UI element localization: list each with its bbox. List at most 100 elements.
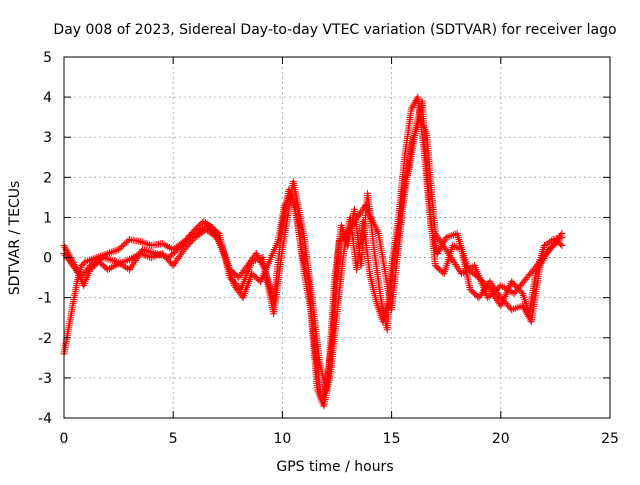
data-point — [513, 304, 521, 312]
data-point — [122, 238, 130, 246]
x-tick-label: 10 — [273, 431, 291, 447]
data-point — [440, 242, 448, 250]
data-point — [127, 264, 135, 272]
data-point — [104, 250, 112, 258]
y-tick-label: 5 — [43, 50, 52, 66]
data-point — [492, 295, 500, 303]
x-tick-label: 25 — [601, 431, 619, 447]
data-point — [131, 256, 139, 264]
data-point — [349, 220, 357, 228]
x-tick-label: 15 — [383, 431, 401, 447]
data-point — [172, 258, 180, 266]
data-point — [158, 240, 166, 248]
data-point — [434, 248, 442, 256]
data-point — [448, 255, 456, 263]
y-tick-label: 1 — [43, 210, 52, 226]
data-point — [84, 257, 92, 265]
data-point — [355, 211, 363, 219]
data-point — [522, 307, 530, 315]
data-point — [508, 306, 516, 314]
series-track-b — [60, 97, 566, 410]
data-point — [523, 309, 531, 317]
data-point — [170, 260, 178, 268]
data-point — [106, 249, 113, 257]
data-point — [557, 231, 565, 239]
data-point — [255, 255, 263, 263]
data-point — [348, 221, 356, 229]
data-point — [128, 262, 136, 270]
data-point — [104, 266, 112, 274]
data-point — [107, 256, 115, 264]
data-point — [134, 253, 142, 261]
data-point — [147, 254, 155, 262]
x-axis-label: GPS time / hours — [276, 459, 393, 475]
data-point — [133, 255, 141, 263]
data-point — [442, 246, 450, 254]
data-point — [354, 212, 362, 220]
data-point — [443, 248, 451, 256]
plot-frame — [63, 56, 611, 419]
data-point — [253, 256, 261, 264]
grid-lines — [64, 57, 610, 418]
data-point — [450, 259, 458, 267]
data-points — [60, 93, 566, 410]
data-point — [436, 237, 444, 245]
data-point — [136, 238, 144, 246]
data-point — [519, 302, 527, 310]
data-point — [511, 304, 519, 312]
data-point — [434, 233, 442, 241]
data-point — [454, 264, 462, 272]
data-point — [118, 243, 126, 251]
data-point — [175, 253, 183, 261]
x-tick-label: 5 — [169, 431, 178, 447]
data-point — [121, 240, 129, 248]
data-point — [438, 240, 446, 248]
data-point — [517, 288, 525, 296]
data-point — [122, 257, 130, 265]
y-tick-label: -3 — [38, 371, 52, 387]
data-point — [452, 260, 460, 268]
data-point — [119, 241, 127, 249]
data-point — [109, 263, 117, 271]
data-point — [447, 253, 455, 261]
data-point — [432, 231, 440, 239]
chart-title: Day 008 of 2023, Sidereal Day-to-day VTE… — [53, 22, 616, 38]
data-point — [124, 256, 132, 264]
data-point — [115, 246, 123, 254]
data-point — [351, 218, 359, 226]
data-point — [138, 238, 146, 246]
y-tick-label: 3 — [43, 130, 52, 146]
data-point — [144, 252, 152, 260]
y-tick-label: -4 — [38, 411, 52, 427]
data-point — [82, 258, 90, 266]
data-point — [87, 256, 95, 264]
data-point — [455, 266, 463, 274]
data-point — [449, 242, 457, 250]
data-point — [353, 214, 361, 222]
data-point — [520, 303, 528, 311]
data-point — [431, 229, 439, 237]
data-point — [169, 262, 177, 270]
data-point — [130, 258, 138, 266]
data-point — [488, 281, 496, 289]
data-point — [454, 244, 462, 252]
data-point — [126, 256, 134, 264]
data-point — [524, 312, 532, 320]
y-tick-label: 0 — [43, 251, 52, 267]
data-point — [124, 237, 132, 245]
data-point — [137, 247, 145, 255]
data-point — [449, 257, 457, 265]
data-point — [173, 256, 181, 264]
data-point — [449, 231, 457, 239]
data-point — [444, 233, 452, 241]
data-point — [352, 216, 360, 224]
data-point — [251, 256, 259, 264]
data-point — [144, 240, 152, 248]
data-point — [105, 255, 113, 263]
data-point — [442, 234, 450, 241]
y-axis-label: SDTVAR / TECUs — [7, 181, 23, 296]
data-point — [135, 251, 143, 259]
data-point — [166, 244, 174, 252]
data-point — [437, 239, 445, 247]
